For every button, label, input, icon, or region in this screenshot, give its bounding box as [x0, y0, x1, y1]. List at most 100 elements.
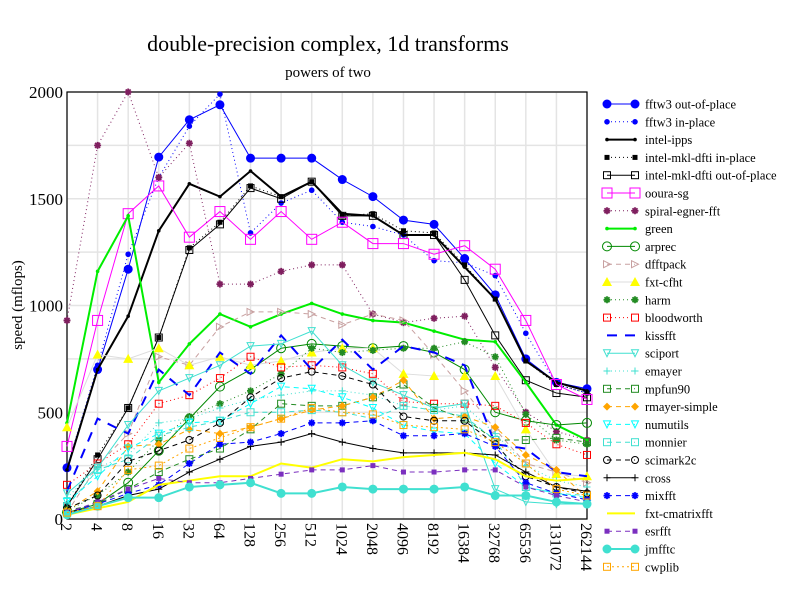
data-point [185, 468, 193, 476]
data-point [460, 399, 469, 409]
data-point [583, 487, 591, 495]
data-point [218, 312, 222, 316]
data-point [338, 348, 346, 356]
legend-marker [605, 137, 609, 142]
data-point [246, 352, 255, 361]
data-point [369, 417, 377, 425]
data-point [217, 219, 223, 225]
data-point [245, 360, 256, 370]
data-point [338, 387, 346, 395]
data-point [308, 419, 316, 427]
data-point [215, 429, 224, 438]
legend-marker [603, 402, 611, 411]
data-point [246, 423, 255, 432]
data-point [520, 314, 532, 326]
data-point [155, 436, 163, 444]
series-line [66, 93, 588, 468]
data-point [308, 430, 316, 438]
data-point [278, 194, 284, 200]
legend-item: mixfft [603, 489, 677, 503]
data-point [94, 141, 102, 149]
data-point [246, 342, 255, 351]
data-point [156, 475, 162, 481]
data-point [308, 344, 316, 352]
axes: 0 500 1000 1500 2000 2 4 8 16 32 64 128 256 512 1024 20… [29, 83, 594, 571]
legend-item: ooura-sg [601, 187, 689, 201]
series-sciport [62, 327, 592, 509]
plot-frame [66, 91, 588, 520]
data-point [277, 408, 286, 417]
data-point [307, 384, 317, 394]
data-point [245, 233, 257, 245]
data-point [307, 403, 316, 412]
series-line [66, 311, 588, 513]
data-point [337, 482, 347, 492]
legend-marker [604, 528, 610, 534]
series-line [66, 379, 588, 511]
data-point [491, 331, 500, 340]
data-point [552, 485, 561, 494]
data-point [247, 280, 255, 288]
series-ooura-sg [61, 180, 593, 452]
data-point [368, 393, 377, 402]
data-point [93, 465, 102, 474]
data-point [337, 175, 347, 185]
data-point [155, 173, 163, 181]
data-point [216, 400, 224, 408]
legend-marker [605, 226, 609, 231]
data-point [491, 451, 499, 459]
data-point [215, 374, 224, 383]
legend-item: intel-mkl-dfti in-place [604, 151, 756, 165]
legend-label: cwplib [645, 560, 679, 574]
legend-marker [630, 544, 640, 554]
data-point [399, 421, 408, 430]
data-point [460, 425, 469, 434]
x-tick-label: 32 [179, 523, 196, 539]
legend-marker [603, 367, 611, 375]
data-point [400, 228, 406, 234]
data-point [154, 493, 164, 503]
x-tick-label: 8 [118, 523, 135, 531]
data-point [489, 263, 501, 275]
legend-marker [630, 349, 640, 358]
data-point [63, 508, 71, 517]
data-point [400, 469, 406, 475]
data-point [154, 468, 163, 477]
legend-marker [603, 438, 611, 447]
data-point [186, 245, 192, 251]
data-point [92, 349, 103, 359]
data-point [277, 438, 285, 446]
series-scimark2c [63, 367, 591, 513]
data-point [247, 230, 254, 236]
data-point [432, 329, 436, 333]
data-point [215, 100, 225, 110]
legend-item: arprec [602, 240, 677, 254]
data-point [95, 452, 101, 458]
legend-marker [631, 384, 639, 393]
y-tick-label: 2000 [29, 83, 63, 102]
x-tick-label: 4 [88, 523, 105, 531]
data-point [216, 455, 224, 463]
data-point [216, 404, 224, 412]
data-point [246, 423, 255, 432]
series-line [66, 481, 588, 516]
data-point [552, 440, 561, 449]
data-point [93, 502, 102, 511]
legend-item: numutils [602, 418, 689, 432]
legend-marker [631, 456, 639, 464]
data-point [186, 123, 193, 129]
legend-marker [603, 296, 611, 304]
legend-item: green [605, 222, 674, 236]
data-point [551, 497, 561, 507]
data-point [307, 327, 317, 336]
data-point [307, 153, 317, 163]
data-point [368, 211, 377, 220]
data-point [491, 363, 499, 371]
data-point [248, 325, 253, 329]
legend-label: jmfftc [644, 543, 676, 557]
data-point [246, 184, 255, 193]
data-point [246, 478, 256, 488]
legend-marker [632, 154, 638, 160]
data-point [93, 491, 102, 500]
data-point [126, 314, 130, 318]
